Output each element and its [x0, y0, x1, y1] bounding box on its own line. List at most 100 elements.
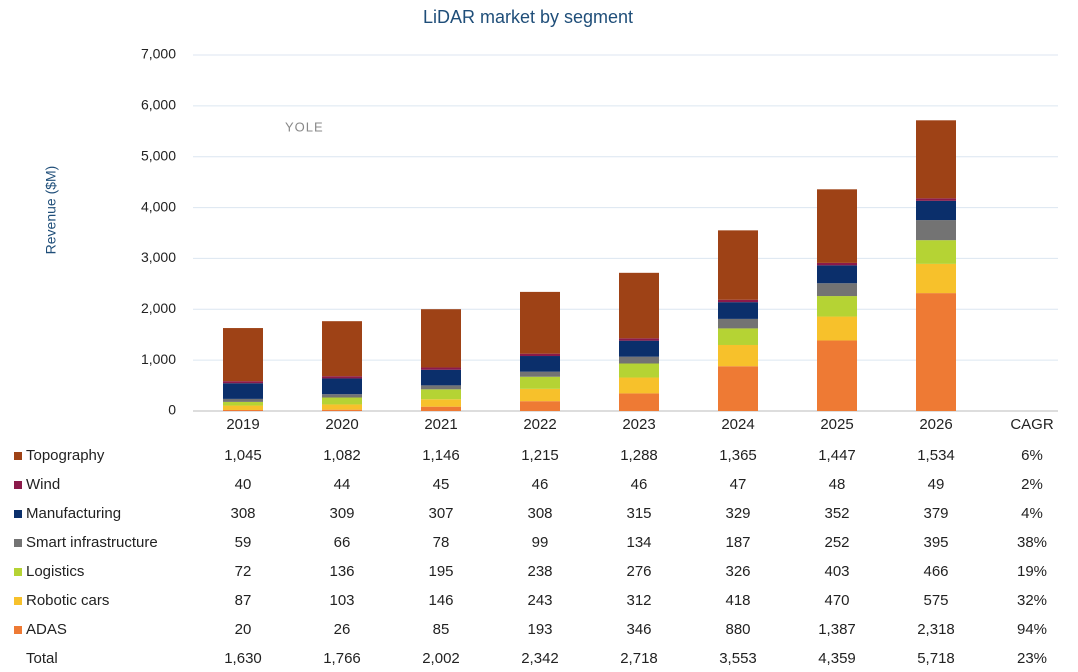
y-tick-label: 6,000: [141, 97, 176, 113]
table-cell: 1,082: [323, 447, 361, 464]
bar-segment: [916, 293, 956, 411]
table-cell: 99: [532, 534, 549, 551]
table-cell: 187: [725, 534, 750, 551]
legend-swatch: [14, 539, 22, 547]
table-cell: 1,288: [620, 447, 658, 464]
bar-segment: [817, 296, 857, 317]
bar-segment: [520, 291, 560, 354]
table-cell: 46: [532, 476, 549, 493]
bar-segment: [817, 316, 857, 341]
bar-segment: [520, 388, 560, 402]
legend-label: Topography: [26, 447, 105, 464]
bar-segment: [322, 378, 362, 395]
bar-segment: [619, 338, 659, 341]
table-cell: 103: [329, 592, 354, 609]
x-tick-label: 2026: [919, 416, 952, 433]
table-cell: 49: [928, 476, 945, 493]
table-cell: 2,718: [620, 650, 658, 667]
table-header: CAGR: [1010, 416, 1054, 433]
bar-segment: [322, 404, 362, 410]
legend-swatch: [14, 510, 22, 518]
x-tick-label: 2020: [325, 416, 358, 433]
bar-segment: [916, 198, 956, 201]
table-cell: 1,766: [323, 650, 361, 667]
table-cell: 1,534: [917, 447, 955, 464]
bar-segment: [322, 321, 362, 377]
table-cell: 87: [235, 592, 252, 609]
legend-label: Wind: [26, 476, 60, 493]
bar-segment: [421, 309, 461, 368]
table-cell: 3,553: [719, 650, 757, 667]
table-cell: 38%: [1017, 534, 1047, 551]
table-cell: 26: [334, 621, 351, 638]
table-cell: 136: [329, 563, 354, 580]
bar-segment: [718, 299, 758, 303]
legend-swatch: [14, 452, 22, 460]
bar-segment: [421, 406, 461, 411]
bar-segment: [718, 318, 758, 329]
table-cell: 252: [824, 534, 849, 551]
bar-segment: [619, 377, 659, 394]
table-cell: 2,002: [422, 650, 460, 667]
table-cell: 23%: [1017, 650, 1047, 667]
y-tick-label: 3,000: [141, 249, 176, 265]
table-cell: 20: [235, 621, 252, 638]
bar-segment: [916, 200, 956, 221]
table-cell: 276: [626, 563, 651, 580]
bar-segment: [718, 302, 758, 319]
bar-segment: [322, 376, 362, 379]
table-cell: 66: [334, 534, 351, 551]
table-cell: 32%: [1017, 592, 1047, 609]
table-cell: 2,342: [521, 650, 559, 667]
bar-segment: [223, 383, 263, 399]
bar-segment: [520, 353, 560, 357]
y-tick-label: 1,000: [141, 351, 176, 367]
legend-label: Logistics: [26, 563, 84, 580]
table-cell: 326: [725, 563, 750, 580]
table-cell: 329: [725, 505, 750, 522]
bar-segment: [619, 363, 659, 378]
chart-title: LiDAR market by segment: [423, 7, 633, 27]
legend-swatch: [14, 481, 22, 489]
table-cell: 243: [527, 592, 552, 609]
table-cell: 78: [433, 534, 450, 551]
table-cell: 19%: [1017, 563, 1047, 580]
table-cell: 1,630: [224, 650, 262, 667]
bar-segment: [916, 120, 956, 199]
bar-segment: [817, 283, 857, 297]
bar-segment: [322, 397, 362, 405]
bar-segment: [817, 262, 857, 266]
table-cell: 2%: [1021, 476, 1043, 493]
table-cell: 5,718: [917, 650, 955, 667]
bar-segment: [223, 409, 263, 411]
table-cell: 94%: [1017, 621, 1047, 638]
table-cell: 40: [235, 476, 252, 493]
bar-segment: [916, 263, 956, 294]
legend-swatch: [14, 626, 22, 634]
table-cell: 1,447: [818, 447, 856, 464]
table-cell: 1,365: [719, 447, 757, 464]
bar-segment: [223, 328, 263, 382]
table-cell: 880: [725, 621, 750, 638]
table-cell: 315: [626, 505, 651, 522]
bar-segment: [421, 367, 461, 370]
total-label: Total: [26, 650, 58, 667]
table-cell: 72: [235, 563, 252, 580]
table-cell: 2,318: [917, 621, 955, 638]
watermark: YOLE: [285, 119, 324, 134]
y-tick-label: 4,000: [141, 198, 176, 214]
table-cell: 46: [631, 476, 648, 493]
table-cell: 4%: [1021, 505, 1043, 522]
y-tick-label: 5,000: [141, 147, 176, 163]
table-cell: 48: [829, 476, 846, 493]
legend-swatch: [14, 568, 22, 576]
table-cell: 134: [626, 534, 651, 551]
table-cell: 470: [824, 592, 849, 609]
legend-swatch: [14, 597, 22, 605]
legend-label: ADAS: [26, 621, 67, 638]
bar-segment: [520, 356, 560, 372]
bar-segment: [817, 340, 857, 411]
table-cell: 379: [923, 505, 948, 522]
bar-segment: [718, 230, 758, 300]
